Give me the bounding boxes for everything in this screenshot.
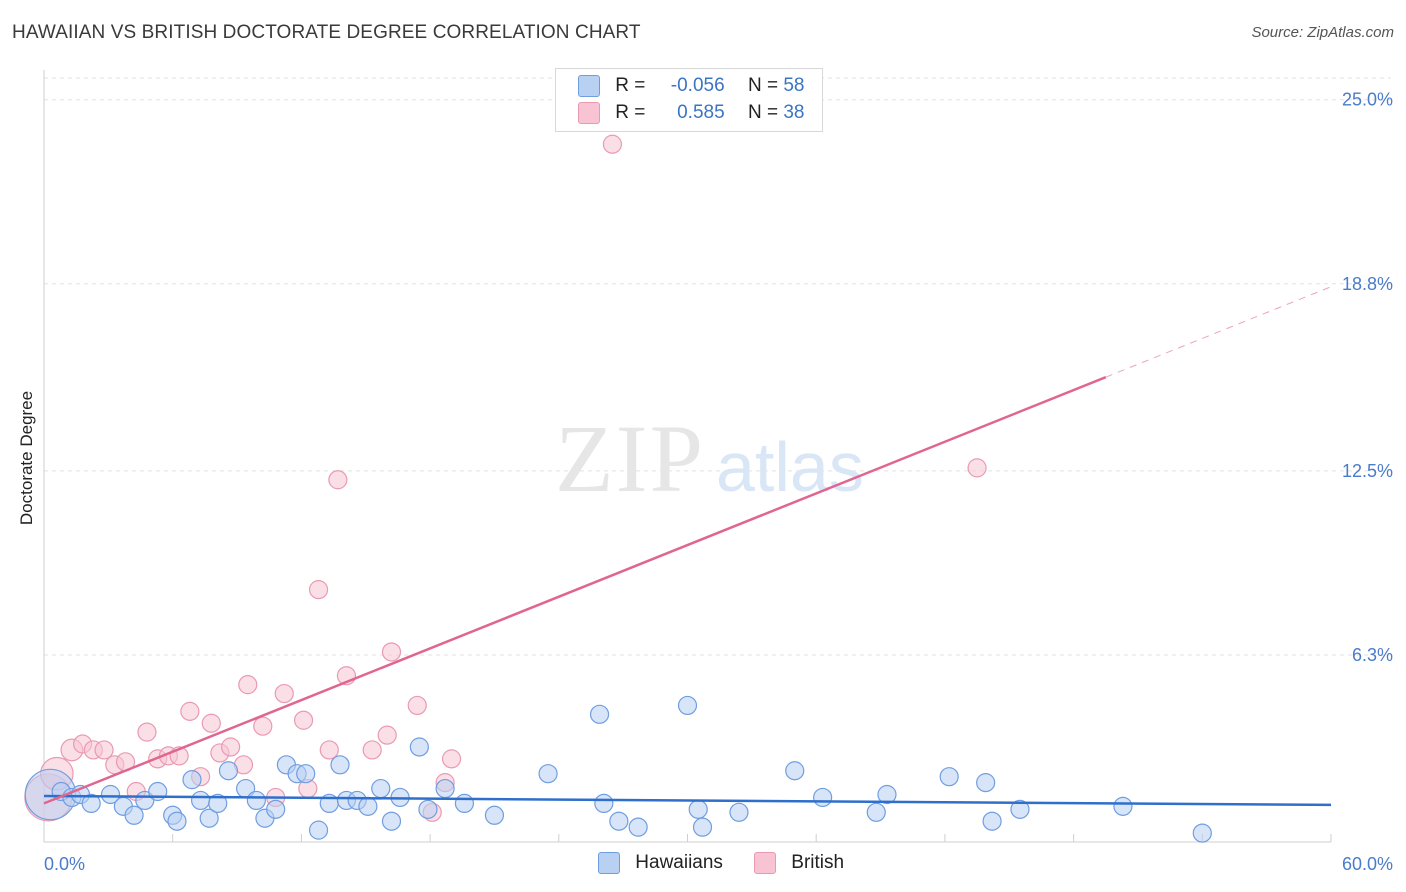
hawaiians-point-39 <box>589 704 610 724</box>
gridlines <box>44 77 1391 656</box>
hawaiians-swatch <box>578 75 600 97</box>
bottom-hawaiians-label: Hawaiians <box>635 852 723 873</box>
zipatlas-watermark: ZIP atlas <box>555 405 864 512</box>
hawaiians-point-55 <box>1113 796 1133 816</box>
hawaiians-point-52 <box>976 773 996 793</box>
hawaiians-point-44 <box>688 799 708 819</box>
x-tick-label-min: 0.0% <box>44 854 85 874</box>
bottom-british-swatch <box>754 852 776 874</box>
axes <box>43 70 1332 843</box>
hawaiians-point-14 <box>199 808 219 828</box>
hawaiians-n-label: N = <box>747 75 784 96</box>
hawaiians-point-34 <box>418 799 438 819</box>
hawaiians-point-47 <box>785 761 805 781</box>
british-r-value: 0.585 <box>677 102 725 123</box>
british-n-value: 38 <box>783 102 805 123</box>
hawaiians-point-26 <box>330 755 350 775</box>
chart-title: HAWAIIAN VS BRITISH DOCTORATE DEGREE COR… <box>12 22 641 43</box>
british-point-15 <box>201 713 221 733</box>
trend-lines <box>43 286 1332 807</box>
correlation-legend: R = -0.056 N = 58 R = 0.585 N = 38 <box>555 68 823 132</box>
hawaiians-point-31 <box>381 811 402 831</box>
hawaiians-point-13 <box>190 790 211 811</box>
hawaiians-point-49 <box>866 802 886 822</box>
hawaiians-point-5 <box>100 784 121 805</box>
hawaiians-point-53 <box>982 811 1002 831</box>
y-tick-label-1: 12.5% <box>1342 461 1393 481</box>
hawaiians-point-45 <box>692 817 713 837</box>
hawaiians-point-38 <box>538 764 558 784</box>
british-point-32 <box>407 695 427 716</box>
source-label: Source: ZipAtlas.com <box>1251 24 1394 41</box>
british-n-label: N = <box>747 102 784 123</box>
hawaiians-r-value: -0.056 <box>670 75 725 96</box>
y-tick-label-2: 18.8% <box>1342 274 1393 294</box>
hawaiians-point-40 <box>594 793 614 814</box>
hawaiians-point-51 <box>939 767 959 787</box>
hawaiians-point-18 <box>246 790 266 811</box>
british-point-5 <box>94 740 114 760</box>
british-point-26 <box>319 740 339 760</box>
hawaiians-point-56 <box>1192 823 1212 843</box>
hawaiians-point-23 <box>296 764 316 784</box>
hawaiians-point-11 <box>167 811 187 831</box>
british-point-31 <box>381 642 402 662</box>
british-point-23 <box>293 710 314 730</box>
hawaiians-trend-line <box>43 794 1332 807</box>
british-point-35 <box>441 749 462 769</box>
british-swatch <box>578 102 600 124</box>
british-trend-line <box>43 376 1107 805</box>
y-tick-label-0: 6.3% <box>1352 645 1393 665</box>
tick-labels: 6.3% 12.5% 18.8% 25.0% 0.0% 60.0% <box>44 90 1393 874</box>
hawaiians-point-50 <box>877 784 897 805</box>
british-point-13 <box>180 701 200 721</box>
british-r-label: R = <box>615 102 651 123</box>
british-point-36 <box>602 134 623 154</box>
british-point-25 <box>308 580 329 600</box>
hawaiians-point-12 <box>182 770 202 790</box>
hawaiians-point-42 <box>628 817 648 837</box>
hawaiians-point-24 <box>308 820 329 840</box>
watermark-zip: ZIP <box>555 405 705 512</box>
hawaiians-point-30 <box>371 778 391 799</box>
british-point-17 <box>221 737 241 757</box>
hawaiians-point-37 <box>484 805 505 825</box>
hawaiians-point-41 <box>609 811 629 831</box>
british-point-22 <box>274 683 294 704</box>
hawaiians-point-15 <box>208 793 228 814</box>
legend-row-hawaiians: R = -0.056 N = 58 <box>578 75 804 99</box>
bottom-hawaiians-swatch <box>598 852 620 874</box>
british-point-30 <box>377 725 397 745</box>
hawaiians-r-label: R = <box>615 75 651 96</box>
hawaiians-point-7 <box>124 805 144 825</box>
hawaiians-point-46 <box>729 802 749 822</box>
hawaiians-point-43 <box>677 695 698 716</box>
hawaiians-point-48 <box>813 787 833 808</box>
british-trend-extension <box>1105 286 1332 378</box>
british-point-37 <box>967 458 987 478</box>
bottom-british-label: British <box>791 852 845 873</box>
hawaiians-point-36 <box>454 793 475 814</box>
british-point-9 <box>137 722 157 742</box>
hawaiians-point-54 <box>1010 799 1030 819</box>
hawaiians-point-16 <box>218 761 239 781</box>
legend-row-british: R = 0.585 N = 38 <box>578 102 804 126</box>
bottom-legend-british: British <box>754 852 844 876</box>
hawaiians-point-35 <box>435 778 455 799</box>
british-point-27 <box>328 470 348 490</box>
bottom-legend-hawaiians: Hawaiians <box>598 852 723 876</box>
british-point-19 <box>238 675 258 695</box>
hawaiians-point-29 <box>358 796 378 816</box>
x-tick-label-max: 60.0% <box>1342 854 1393 874</box>
hawaiians-point-4 <box>81 793 101 814</box>
hawaiians-point-20 <box>266 799 286 819</box>
watermark-atlas: atlas <box>716 428 864 506</box>
british-point-29 <box>362 740 382 760</box>
y-tick-label-3: 25.0% <box>1342 90 1393 110</box>
british-point-20 <box>253 716 273 736</box>
hawaiians-point-33 <box>409 737 429 757</box>
hawaiians-n-value: 58 <box>783 75 805 96</box>
